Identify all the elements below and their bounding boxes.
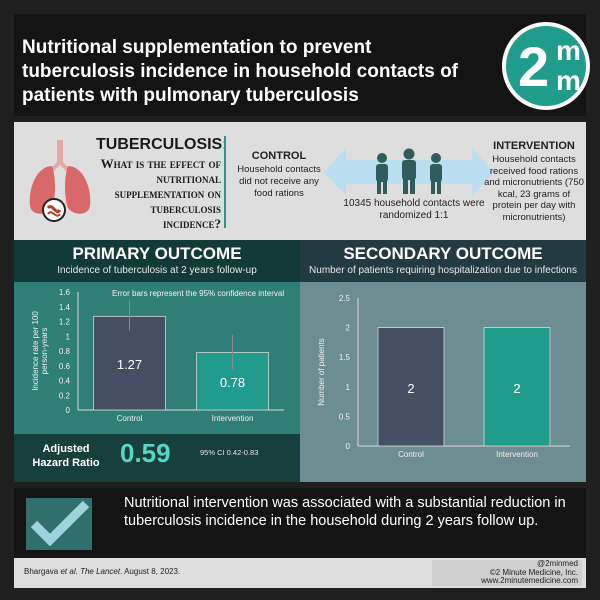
hazard-ratio-label: Adjusted Hazard Ratio xyxy=(32,443,100,469)
y-tick-label: 1 xyxy=(66,332,71,341)
y-axis-label: Number of patients xyxy=(317,338,326,406)
research-question: TUBERCULOSIS: What is the effect of nutr… xyxy=(96,136,228,231)
header: Nutritional supplementation to prevent t… xyxy=(14,14,590,116)
primary-subtitle: Incidence of tuberculosis at 2 years fol… xyxy=(57,265,257,276)
y-tick-label: 0 xyxy=(346,442,351,451)
data-label: 2 xyxy=(513,381,520,396)
x-tick-label: Intervention xyxy=(496,450,538,459)
primary-outcome-panel: PRIMARY OUTCOME Incidence of tuberculosi… xyxy=(14,240,300,482)
y-tick-label: 1.5 xyxy=(339,353,351,362)
y-tick-label: 1.6 xyxy=(59,288,71,297)
hazard-ratio-value: 0.59 xyxy=(120,438,171,468)
randomization-note: 10345 household contacts were randomized… xyxy=(343,198,485,221)
secondary-outcome-panel: SECONDARY OUTCOME Number of patients req… xyxy=(300,240,586,482)
page-title: Nutritional supplementation to prevent t… xyxy=(22,37,459,106)
data-label: 0.78 xyxy=(220,375,245,390)
y-axis-label: Incidence rate per 100person-years xyxy=(31,311,49,391)
y-tick-label: 2.5 xyxy=(339,294,351,303)
intervention-arm: INTERVENTION Household contacts received… xyxy=(484,140,584,223)
y-tick-label: 1.4 xyxy=(59,303,71,312)
secondary-title: SECONDARY OUTCOME xyxy=(343,244,543,263)
y-tick-label: 1.2 xyxy=(59,318,71,327)
hazard-ratio-box: Adjusted Hazard Ratio 0.59 95% CI 0.42-0… xyxy=(14,434,300,482)
x-tick-label: Intervention xyxy=(212,414,254,423)
brand-logo: 2 m m xyxy=(502,22,590,110)
secondary-subtitle: Number of patients requiring hospitaliza… xyxy=(309,265,577,276)
secondary-bar-chart: 0 0.5 1 1.5 2 2.5 Number of patients 2 Control 2 I… xyxy=(317,294,570,459)
y-tick-label: 0.6 xyxy=(59,362,71,371)
bar-control xyxy=(377,327,445,447)
control-arm: CONTROL Household contacts did not recei… xyxy=(237,150,321,199)
conclusion-text: Nutritional intervention was associated … xyxy=(124,495,566,529)
x-tick-label: Control xyxy=(117,414,143,423)
y-tick-label: 0.4 xyxy=(59,377,71,386)
bar-control xyxy=(93,315,166,411)
data-label: 2 xyxy=(407,381,414,396)
y-tick-label: 2 xyxy=(346,324,351,333)
bar-intervention xyxy=(483,327,551,447)
primary-bar-chart: 0 0.2 0.4 0.6 0.8 1 1.2 1.4 1.6 Incidence rate pe… xyxy=(31,288,284,423)
y-tick-label: 1 xyxy=(346,383,351,392)
credits: @2minmed ©2 Minute Medicine, Inc. www.2m… xyxy=(432,559,582,586)
divider xyxy=(224,136,226,228)
people-icon xyxy=(324,148,494,196)
y-tick-label: 0 xyxy=(66,406,71,415)
y-tick-label: 0.5 xyxy=(339,412,351,421)
conclusion-band: Nutritional intervention was associated … xyxy=(14,488,586,558)
study-design-band: TUBERCULOSIS: What is the effect of nutr… xyxy=(14,122,586,240)
checkmark-icon xyxy=(26,498,92,550)
data-label: 1.27 xyxy=(117,357,142,372)
footer: Bhargava et al. The Lancet. August 8, 20… xyxy=(14,558,586,588)
y-tick-label: 0.8 xyxy=(59,347,71,356)
citation: Bhargava et al. The Lancet. August 8, 20… xyxy=(24,567,181,576)
x-tick-label: Control xyxy=(398,450,424,459)
chart-annotation: Error bars represent the 95% confidence … xyxy=(112,289,284,298)
y-tick-label: 0.2 xyxy=(59,391,71,400)
lungs-icon xyxy=(29,140,91,222)
hazard-ratio-ci: 95% CI 0.42-0.83 xyxy=(200,448,259,457)
primary-title: PRIMARY OUTCOME xyxy=(72,244,242,263)
